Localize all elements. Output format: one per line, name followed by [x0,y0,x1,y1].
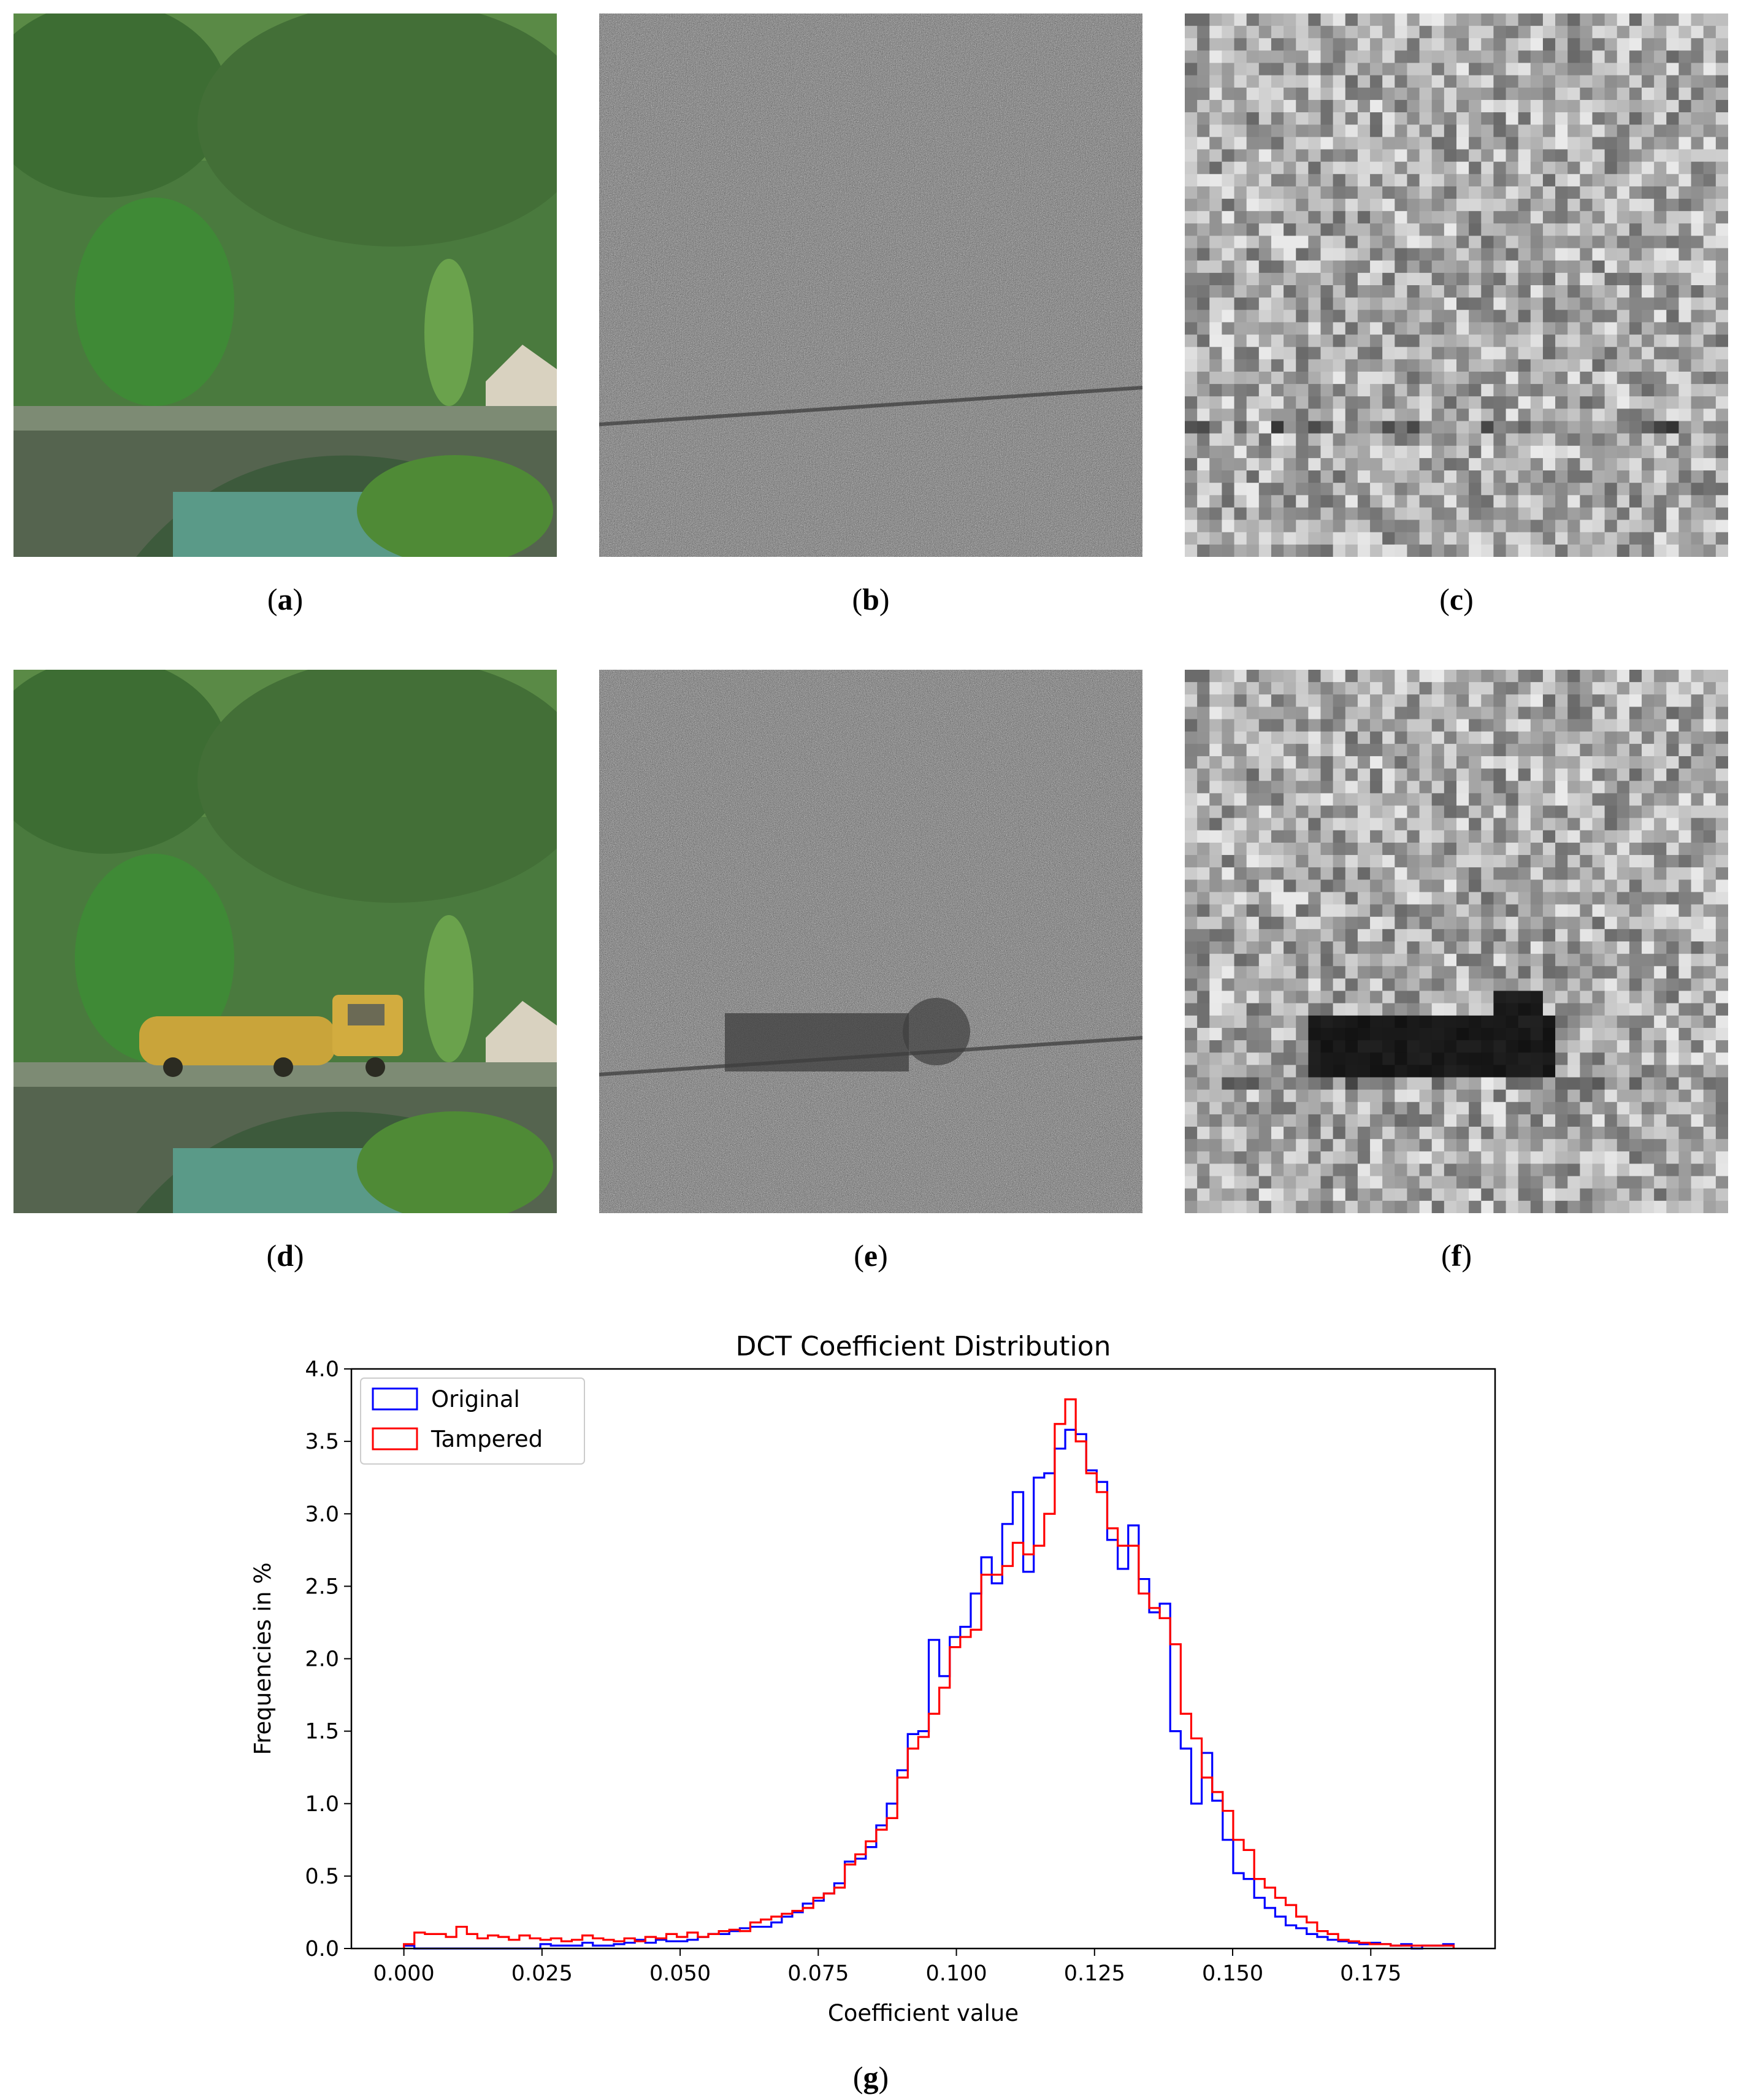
y-tick-label: 1.0 [305,1792,339,1817]
caption-c: (c) [1439,582,1474,616]
caption-a: (a) [267,582,304,616]
legend: Original Tampered [360,1378,585,1465]
x-tick-label: 0.150 [1202,1961,1263,1986]
series-original-step [402,1428,1455,1950]
caption-f: (f) [1441,1238,1472,1273]
caption-g: (g) [852,2060,889,2094]
panel-d-tampered-photo [13,670,557,1213]
panel-a-original-photo [13,13,557,557]
panel-e-tampered-noise-residual [599,670,1142,1213]
x-tick-label: 0.125 [1064,1961,1125,1986]
truck [139,995,403,1077]
caption-d: (d) [266,1238,304,1273]
legend-swatch-tampered [372,1427,418,1450]
x-tick-label: 0.000 [373,1961,434,1986]
legend-swatch-original [372,1387,418,1411]
x-tick-label: 0.025 [511,1961,573,1986]
x-axis-label: Coefficient value [828,2000,1019,2026]
legend-label-tampered: Tampered [430,1426,543,1452]
plot-frame [350,1368,1496,1950]
x-tick-label: 0.100 [925,1961,987,1986]
y-tick-label: 2.5 [305,1574,339,1599]
x-tick-label: 0.075 [787,1961,849,1986]
y-tick-label: 3.5 [305,1430,339,1454]
x-tick-label: 0.050 [649,1961,711,1986]
y-tick-label: 4.0 [305,1357,339,1382]
y-tick-label: 0.0 [305,1937,339,1961]
panel-f-tampered-block-map [1185,670,1728,1213]
y-tick-label: 0.5 [305,1864,339,1889]
chart-title: DCT Coefficient Distribution [735,1331,1111,1362]
series-tampered-step [402,1398,1455,1949]
y-tick-label: 1.5 [305,1720,339,1744]
y-axis-label: Frequencies in % [250,1563,276,1755]
y-tick-label: 3.0 [305,1502,339,1527]
y-tick-label: 2.0 [305,1647,339,1672]
legend-label-original: Original [431,1386,520,1412]
x-tick-label: 0.175 [1340,1961,1401,1986]
panel-b-noise-residual [599,13,1142,557]
caption-b: (b) [852,582,890,616]
caption-e: (e) [854,1238,888,1273]
panel-c-block-map [1185,13,1728,557]
